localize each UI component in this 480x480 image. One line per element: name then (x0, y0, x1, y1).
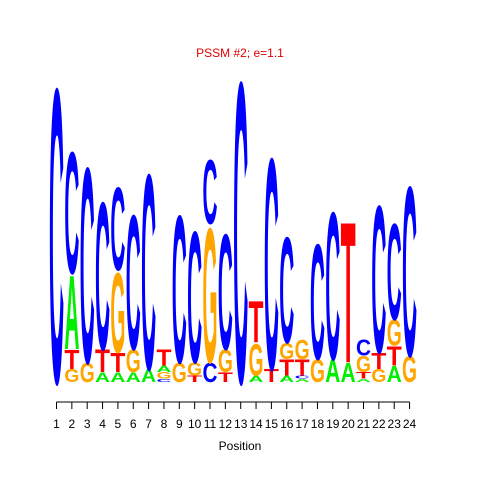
x-tick-label-3: 3 (84, 417, 91, 431)
glyph-T-pos-21: T (356, 370, 372, 380)
x-tick-label-6: 6 (130, 417, 137, 431)
glyph-A-pos-16: A (279, 374, 295, 384)
glyph-A-pos-17: A (295, 378, 310, 383)
glyph-T-pos-14: T (249, 289, 264, 356)
glyph-G-pos-2: G (64, 365, 79, 385)
glyph-C-pos-8: C (156, 378, 171, 383)
glyph-C-pos-23: C (387, 195, 402, 349)
glyph-G-pos-23: G (387, 313, 402, 354)
glyph-C-pos-15: C (264, 96, 279, 433)
x-axis-title: Position (219, 439, 262, 453)
glyph-T-pos-12: T (218, 370, 233, 385)
glyph-T-pos-5: T (110, 347, 125, 379)
glyph-G-pos-9: G (172, 359, 187, 389)
glyph-C-pos-22: C (371, 161, 386, 397)
glyph-T-pos-2: T (64, 343, 79, 375)
glyph-T-pos-23: T (387, 340, 402, 372)
x-tick-label-23: 23 (388, 417, 402, 431)
glyph-T-pos-22: T (371, 349, 387, 374)
glyph-G-pos-12: G (218, 343, 233, 379)
glyph-T-pos-17: T (295, 356, 311, 381)
glyph-G-pos-16: G (279, 339, 294, 364)
glyph-G-pos-11: G (203, 188, 218, 403)
glyph-C-pos-1: C (49, 2, 64, 472)
glyph-C-pos-16: C (279, 205, 294, 375)
glyph-C-pos-12: C (218, 200, 233, 384)
glyph-C-pos-4: C (95, 158, 110, 394)
glyph-C-pos-3: C (80, 111, 95, 423)
glyph-C-pos-19: C (325, 167, 340, 403)
x-tick-label-12: 12 (219, 417, 233, 431)
x-tick-label-4: 4 (99, 417, 106, 431)
glyph-G-pos-3: G (80, 359, 95, 389)
x-tick-label-14: 14 (249, 417, 263, 431)
glyph-C-pos-10: C (187, 194, 202, 403)
glyph-C-pos-21: C (356, 335, 371, 361)
glyph-A-pos-14: A (249, 374, 265, 384)
glyph-A-pos-19: A (325, 354, 340, 390)
glyph-A-pos-2: A (64, 255, 79, 373)
glyph-G-pos-14: G (249, 335, 264, 386)
glyph-C-pos-18: C (310, 210, 325, 394)
glyph-G-pos-21: G (356, 353, 371, 378)
x-tick-label-19: 19 (326, 417, 340, 431)
x-tick-label-7: 7 (145, 417, 152, 431)
glyph-T-pos-10: T (187, 374, 203, 384)
x-tick-label-17: 17 (295, 417, 309, 431)
glyph-T-pos-15: T (264, 365, 279, 386)
glyph-G-pos-5: G (110, 250, 125, 377)
glyph-A-pos-7: A (141, 366, 156, 387)
chart-title: PSSM #2; e=1.1 (196, 46, 284, 60)
glyph-A-pos-6: A (126, 370, 141, 386)
x-tick-label-21: 21 (357, 417, 371, 431)
glyph-T-pos-4: T (95, 344, 110, 380)
glyph-G-pos-6: G (126, 343, 141, 379)
x-tick-label-9: 9 (176, 417, 183, 431)
glyph-C-pos-2: C (64, 117, 79, 311)
x-tick-label-10: 10 (188, 417, 202, 431)
glyph-C-pos-9: C (172, 171, 187, 407)
glyph-G-pos-17: G (295, 336, 310, 366)
glyph-C-pos-6: C (126, 176, 141, 391)
glyph-G-pos-22: G (371, 365, 386, 385)
x-tick-label-16: 16 (280, 417, 294, 431)
glyph-A-pos-5: A (110, 370, 125, 386)
glyph-G-pos-8: G (156, 371, 171, 381)
x-tick-label-15: 15 (265, 417, 279, 431)
glyph-C-pos-5: C (110, 164, 125, 296)
x-tick-label-2: 2 (69, 417, 76, 431)
glyph-C-pos-24: C (402, 136, 417, 408)
glyph-A-pos-21: A (356, 378, 371, 383)
glyph-C-pos-13: C (233, 0, 248, 474)
glyph-C-pos-7: C (141, 118, 156, 430)
x-tick-label-22: 22 (372, 417, 386, 431)
x-tick-label-5: 5 (115, 417, 122, 431)
glyph-T-pos-20: T (341, 181, 356, 406)
glyph-A-pos-8: A (156, 364, 172, 374)
glyph-C-pos-11: C (203, 358, 218, 388)
glyph-G-pos-10: G (187, 359, 202, 379)
glyph-A-pos-4: A (95, 370, 110, 386)
glyph-T-pos-16: T (279, 356, 295, 381)
glyph-G-pos-24: G (402, 349, 417, 390)
x-tick-label-11: 11 (204, 417, 217, 431)
x-tick-label-20: 20 (341, 417, 355, 431)
x-tick-label-13: 13 (234, 417, 248, 431)
glyph-A-pos-20: A (341, 358, 356, 388)
glyph-T-pos-8: T (156, 346, 172, 371)
x-tick-label-18: 18 (311, 417, 325, 431)
x-tick-label-8: 8 (161, 417, 168, 431)
glyph-C-pos-11: C (203, 142, 218, 244)
x-tick-label-24: 24 (403, 417, 417, 431)
glyph-A-pos-23: A (387, 361, 402, 387)
x-axis: 1 2 3 4 5 6 7 8 9 10 11 12 13 14 15 16 17 18 19 20 21 22 23 24 (53, 401, 417, 431)
x-tick-label-1: 1 (53, 417, 60, 431)
glyph-G-pos-18: G (310, 353, 325, 389)
glyph-C-pos-17: C (295, 375, 310, 380)
